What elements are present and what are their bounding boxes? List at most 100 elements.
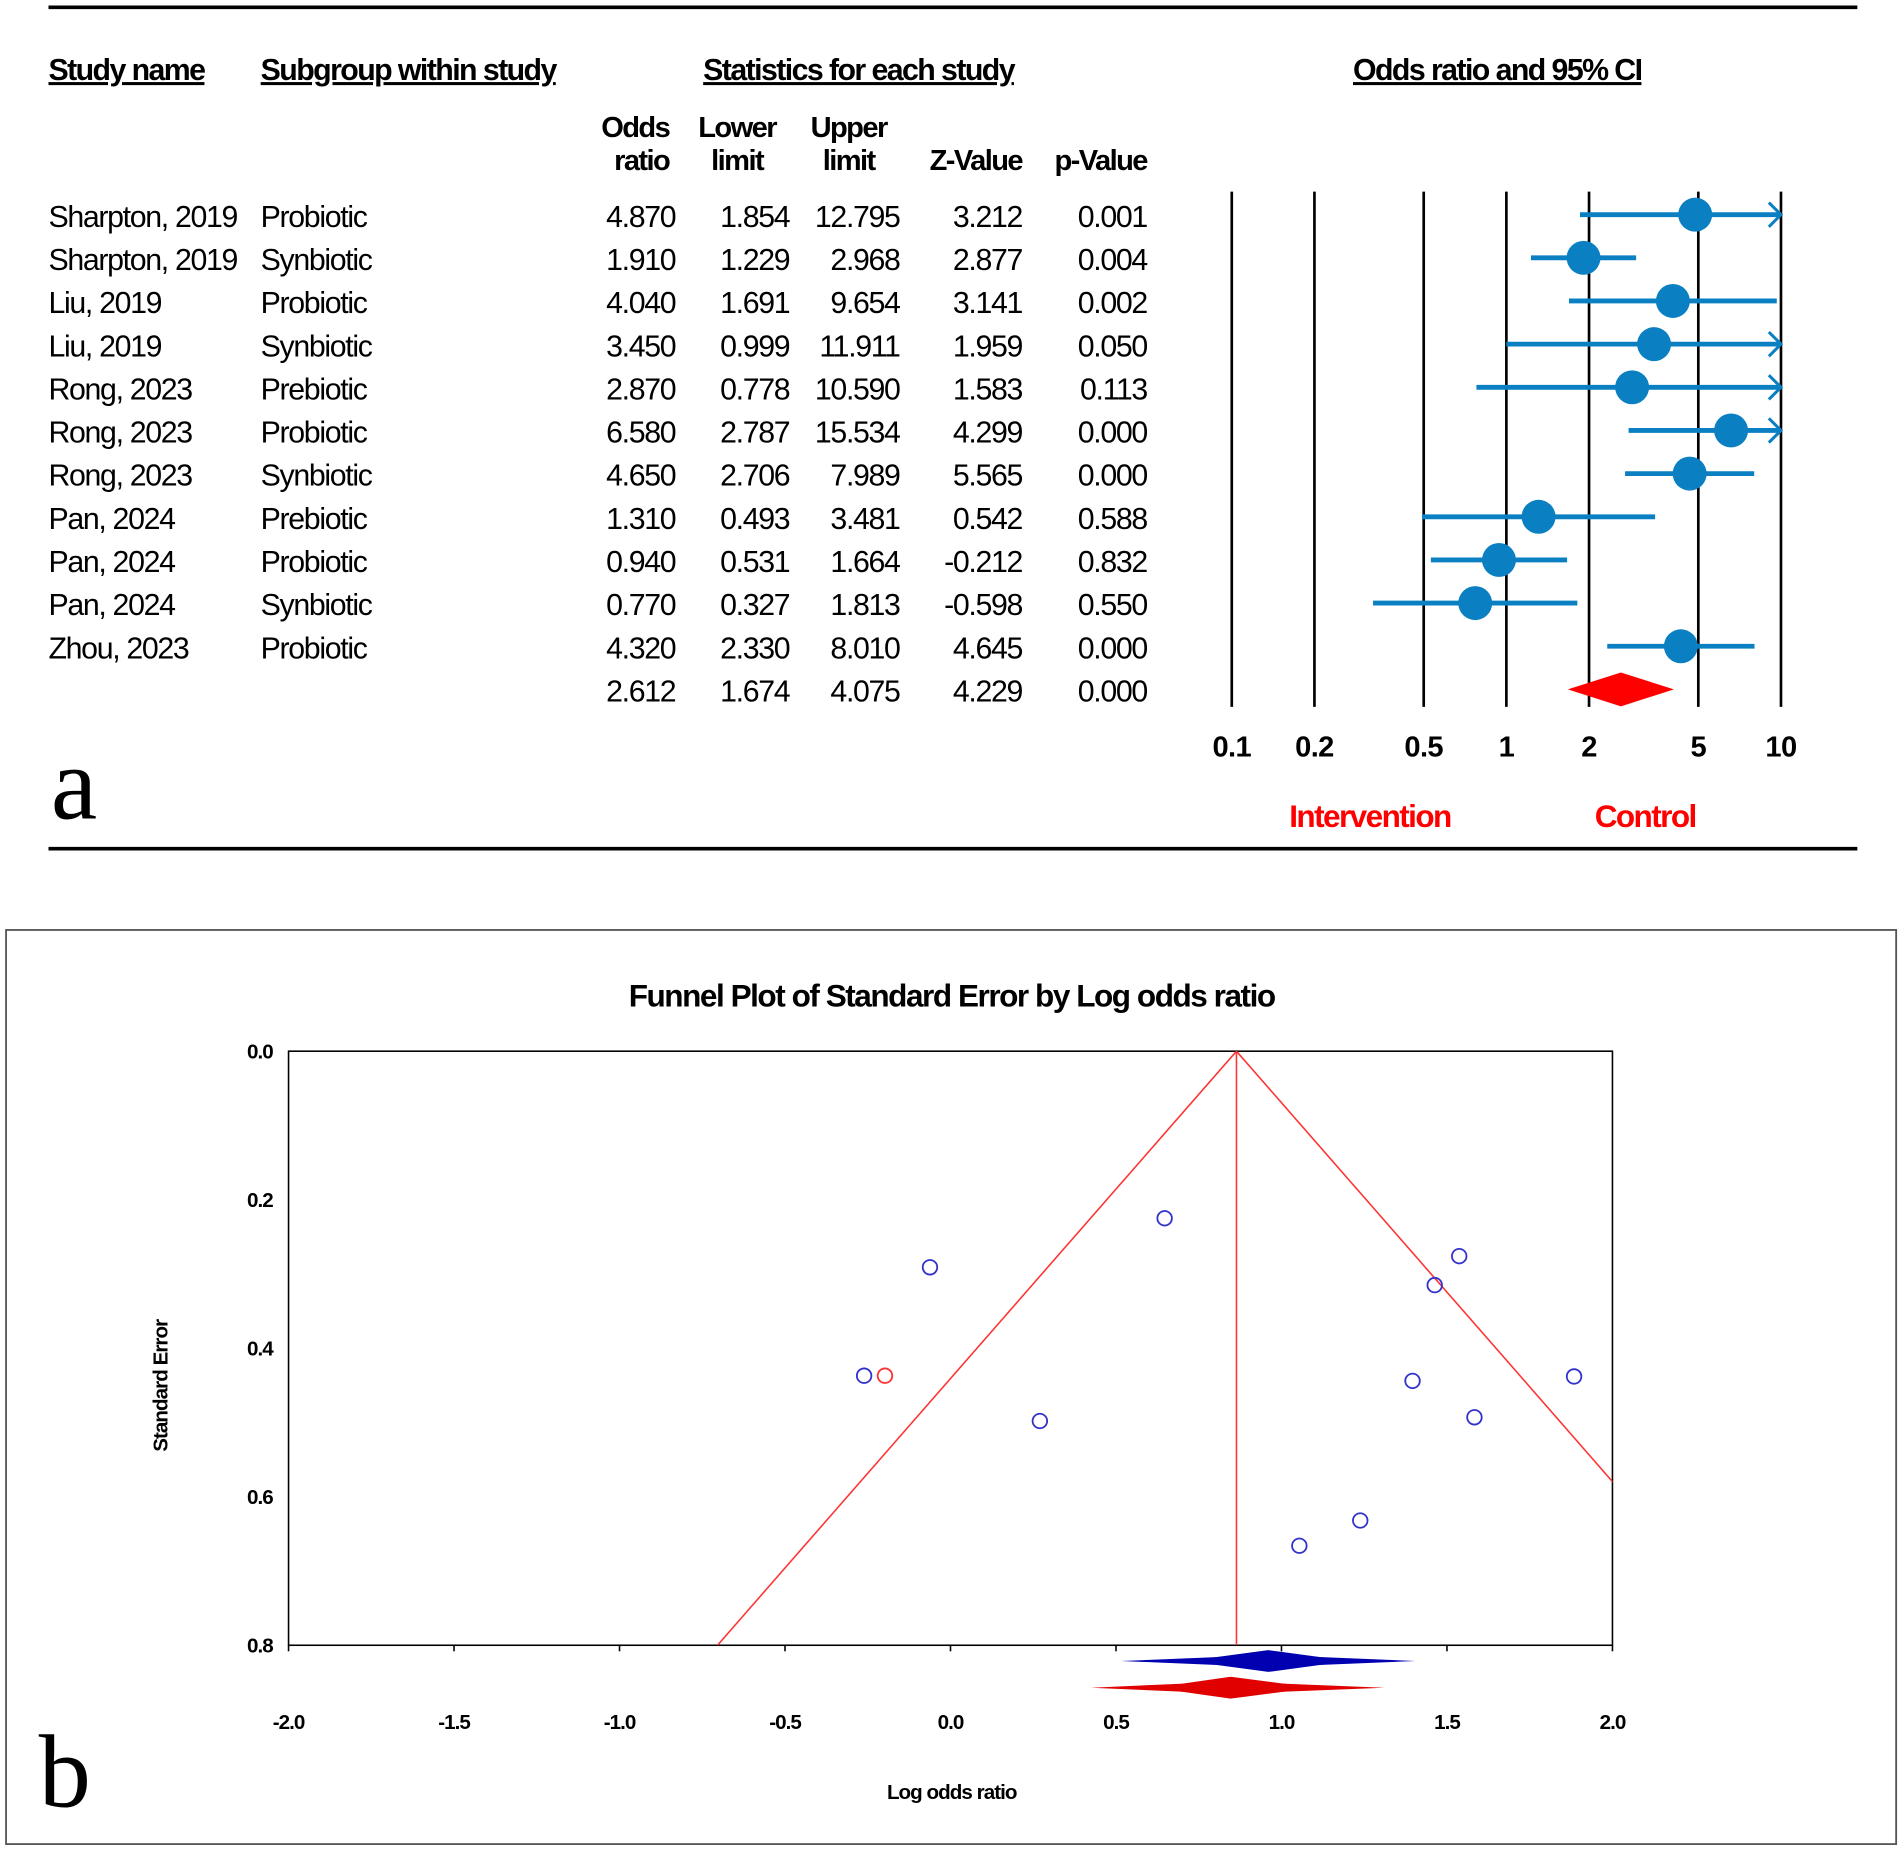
x-tick-label: -1.5 — [438, 1711, 470, 1734]
cell-lower-limit: 0.531 — [720, 546, 790, 579]
panel-label-a: a — [51, 725, 97, 841]
cell-z-value: 1.959 — [953, 330, 1023, 363]
column-header-lower-limit: limit — [711, 145, 765, 177]
column-header-z-value: Z-Value — [930, 145, 1024, 177]
subgroup: Probiotic — [261, 417, 368, 450]
arrow-icon — [1767, 417, 1784, 444]
imputed-study-point — [876, 1367, 894, 1384]
study-name: Sharpton, 2019 — [48, 244, 237, 277]
funnel-lines — [716, 1051, 1613, 1646]
x-tick-label: 5 — [1691, 732, 1707, 764]
cell-lower-limit: 0.493 — [720, 503, 790, 536]
cell-p-value: 0.000 — [1078, 460, 1148, 493]
cell-lower-limit: 1.854 — [720, 201, 790, 234]
table-row: Liu, 2019 Synbiotic 3.450 0.999 11.911 1.959 0… — [48, 330, 1148, 363]
observed-study-point — [1031, 1412, 1049, 1430]
x-tick-label: 0.5 — [1404, 732, 1443, 764]
x-tick-label: -0.5 — [769, 1711, 801, 1734]
observed-study-point — [1291, 1537, 1308, 1554]
cell-lower-limit: 0.327 — [720, 589, 790, 622]
cell-z-value: 5.565 — [953, 460, 1023, 493]
column-header-upper-limit: limit — [823, 145, 877, 177]
summary-p-value: 0.000 — [1078, 676, 1148, 709]
cell-lower-limit: 2.330 — [720, 632, 790, 665]
subgroup: Probiotic — [261, 201, 368, 234]
summary-odds-ratio: 2.612 — [606, 676, 676, 709]
study-name: Rong, 2023 — [48, 373, 192, 406]
column-header-p-value: p-Value — [1055, 145, 1149, 177]
panel-label-b: b — [39, 1714, 91, 1830]
study-name: Pan, 2024 — [48, 546, 175, 579]
summary-z-value: 4.229 — [953, 676, 1023, 709]
column-header-lower-limit: Lower — [698, 112, 777, 144]
cell-lower-limit: 1.229 — [720, 244, 790, 277]
subgroup: Synbiotic — [261, 244, 373, 277]
cell-odds-ratio: 4.650 — [606, 460, 676, 493]
cell-p-value: 0.832 — [1078, 546, 1148, 579]
cell-upper-limit: 9.654 — [830, 287, 900, 320]
x-tick-label: 2.0 — [1600, 1711, 1626, 1734]
cell-lower-limit: 2.787 — [720, 417, 790, 450]
column-header-odds-ratio: Odds — [601, 112, 669, 144]
point-estimate — [1672, 456, 1707, 491]
cell-lower-limit: 0.999 — [720, 330, 790, 363]
y-tick-label: 0.0 — [247, 1040, 273, 1063]
summary-lower-limit: 1.674 — [720, 676, 790, 709]
table-rows: Sharpton, 2019 Probiotic 4.870 1.854 12.795 3… — [48, 201, 1149, 709]
header-subgroup: Subgroup within study — [261, 54, 558, 87]
x-tick-label: 0.1 — [1212, 732, 1251, 764]
cell-p-value: 0.004 — [1078, 244, 1148, 277]
cell-upper-limit: 10.590 — [815, 373, 900, 406]
x-tick-label: 1 — [1499, 732, 1515, 764]
table-row: Liu, 2019 Probiotic 4.040 1.691 9.654 3.141 0.… — [48, 287, 1148, 320]
x-tick-label: 0.2 — [1295, 732, 1334, 764]
subgroup: Prebiotic — [261, 373, 368, 406]
cell-z-value: 3.212 — [953, 201, 1023, 234]
funnel-right — [1235, 1051, 1613, 1483]
study-name: Sharpton, 2019 — [48, 201, 237, 234]
table-row: Pan, 2024 Synbiotic 0.770 0.327 1.813 -0.598 0… — [48, 589, 1148, 622]
y-axis-label: Standard Error — [149, 1319, 172, 1452]
study-name: Rong, 2023 — [48, 460, 192, 493]
summary-row: 2.612 1.674 4.075 4.229 0.000 — [606, 676, 1149, 709]
cell-upper-limit: 7.989 — [830, 460, 900, 493]
observed-study-point — [1451, 1247, 1468, 1265]
adjusted-estimate-diamond — [1091, 1676, 1385, 1699]
point-estimate — [1482, 542, 1516, 577]
cell-p-value: 0.550 — [1078, 589, 1148, 622]
subgroup: Synbiotic — [261, 460, 373, 493]
point-estimate — [1521, 499, 1556, 534]
cell-upper-limit: 3.481 — [830, 503, 900, 536]
summary-diamond — [1567, 672, 1674, 707]
observed-study-point — [1426, 1276, 1443, 1294]
cell-odds-ratio: 1.310 — [606, 503, 676, 536]
forest-plot-panel: Study name Subgroup within study Statist… — [48, 5, 1858, 851]
table-row: Sharpton, 2019 Probiotic 4.870 1.854 12.795 3… — [48, 201, 1148, 234]
point-estimate — [1615, 370, 1650, 405]
study-name: Pan, 2024 — [48, 589, 175, 622]
cell-z-value: 1.583 — [953, 373, 1023, 406]
point-estimate — [1458, 586, 1493, 621]
column-header-upper-limit: Upper — [811, 112, 888, 144]
cell-upper-limit: 2.968 — [830, 244, 900, 277]
study-name: Pan, 2024 — [48, 503, 175, 536]
cell-p-value: 0.113 — [1080, 373, 1147, 406]
cell-lower-limit: 2.706 — [720, 460, 790, 493]
x-tick-label: 0.0 — [938, 1711, 964, 1734]
header-plot: Odds ratio and 95% CI — [1353, 54, 1642, 87]
x-tick-label: 2 — [1581, 732, 1597, 764]
study-name: Rong, 2023 — [48, 417, 192, 450]
arrow-icon — [1767, 330, 1784, 358]
cell-p-value: 0.000 — [1078, 417, 1148, 450]
x-tick-label: 1.0 — [1269, 1711, 1295, 1734]
header-study-name: Study name — [48, 54, 205, 87]
cell-lower-limit: 0.778 — [720, 373, 790, 406]
cell-p-value: 0.001 — [1078, 201, 1148, 234]
observed-study-point — [1565, 1368, 1583, 1385]
cell-z-value: 4.645 — [953, 632, 1023, 665]
favours-intervention-label: Intervention — [1289, 798, 1451, 834]
y-tick-label: 0.8 — [247, 1635, 273, 1658]
observed-study-point — [1466, 1409, 1483, 1426]
observed-study-point — [1404, 1372, 1421, 1390]
point-estimate — [1678, 197, 1713, 232]
